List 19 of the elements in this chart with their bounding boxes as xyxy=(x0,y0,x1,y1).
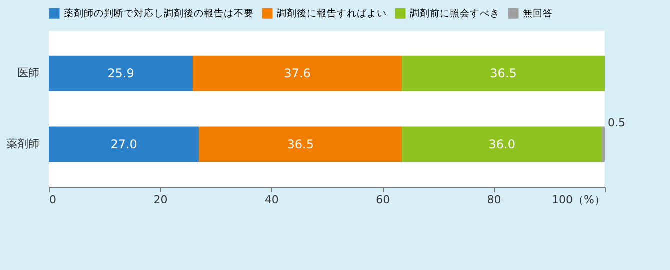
legend-label: 薬剤師の判断で対応し調剤後の報告は不要 xyxy=(64,8,254,20)
data-label: 36.0 xyxy=(488,137,516,152)
x-tick-label: 0 xyxy=(50,194,56,206)
legend-label: 調剤後に報告すればよい xyxy=(277,8,387,20)
data-label: 36.5 xyxy=(287,137,314,152)
x-tick-label: 60 xyxy=(376,194,390,206)
data-label: 25.9 xyxy=(108,66,134,81)
legend-label: 調剤前に照会すべき xyxy=(410,8,500,20)
data-label: 36.5 xyxy=(490,66,517,81)
x-tick-label: 100（%） xyxy=(552,194,606,206)
x-tick-label: 80 xyxy=(487,194,502,206)
data-label: 37.6 xyxy=(284,66,311,81)
y-tick-label: 医師 xyxy=(18,66,40,80)
y-tick-label: 薬剤師 xyxy=(6,137,40,150)
data-label: 27.0 xyxy=(110,137,138,152)
x-tick-label: 20 xyxy=(154,194,168,206)
data-label: 0.5 xyxy=(608,116,626,130)
legend-label: 無回答 xyxy=(523,8,553,20)
x-tick-label: 40 xyxy=(264,194,279,206)
